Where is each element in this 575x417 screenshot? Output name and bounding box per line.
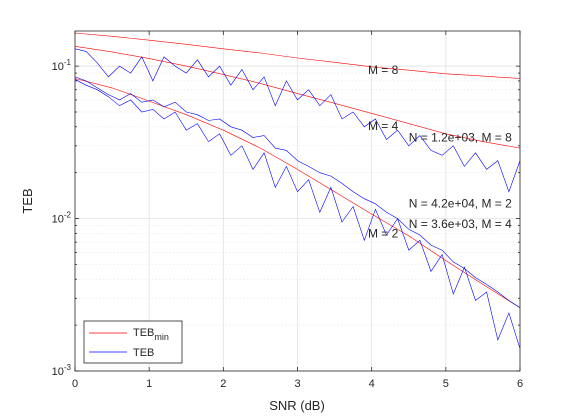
legend: TEBmin TEB <box>83 320 183 364</box>
y-tick-label-base: 10 <box>52 366 64 378</box>
series-line-6 <box>74 79 521 349</box>
y-tick-label-exponent: -1 <box>64 58 72 67</box>
y-tick-label-exponent: -3 <box>64 363 72 372</box>
series-line-2 <box>74 46 521 149</box>
tick-marks <box>74 31 521 372</box>
y-tick-label-exponent: -2 <box>64 211 72 220</box>
annotation-text: N = 4.2e+04, M = 2 <box>409 197 512 211</box>
y-tick-labels: 10-310-210-1 <box>52 58 72 378</box>
legend-box <box>83 320 183 364</box>
y-tick-label: 10-3 <box>52 363 72 378</box>
x-tick-label: 5 <box>443 378 449 390</box>
x-tick-label: 1 <box>146 378 152 390</box>
series-line-5 <box>74 76 521 308</box>
series-line-4 <box>74 48 521 193</box>
x-tick-label: 2 <box>220 378 226 390</box>
y-tick-label: 10-1 <box>52 58 72 73</box>
y-tick-label-base: 10 <box>52 61 64 73</box>
y-axis-label: TEB <box>20 188 35 213</box>
series-group <box>74 32 521 349</box>
annotations: M = 8 M = 4 M = 2 N = 1.2e+03, M = 8 N = 4.2… <box>368 63 512 241</box>
x-tick-label: 3 <box>294 378 300 390</box>
legend-label-teb-min: TEBmin <box>133 327 169 342</box>
annotation-text: N = 3.6e+03, M = 4 <box>409 217 512 231</box>
x-tick-label: 4 <box>369 378 375 390</box>
legend-label-teb: TEB <box>133 347 154 359</box>
x-tick-labels: 0 1 2 3 4 5 6 <box>72 378 523 390</box>
y-tick-label-base: 10 <box>52 214 64 226</box>
legend-label-teb-min-sub: min <box>154 332 169 342</box>
y-tick-label: 10-2 <box>52 211 72 226</box>
series-line-3 <box>74 78 521 308</box>
x-axis-label: SNR (dB) <box>269 398 325 413</box>
series-line-1 <box>74 32 521 79</box>
x-tick-label: 6 <box>517 378 523 390</box>
legend-label-teb-min-main: TEB <box>133 327 154 339</box>
x-tick-label: 0 <box>72 378 78 390</box>
annotation-text: N = 1.2e+03, M = 8 <box>409 131 512 145</box>
annotation-text: M = 2 <box>368 227 399 241</box>
annotation-text: M = 8 <box>368 63 399 77</box>
annotation-text: M = 4 <box>368 119 399 133</box>
